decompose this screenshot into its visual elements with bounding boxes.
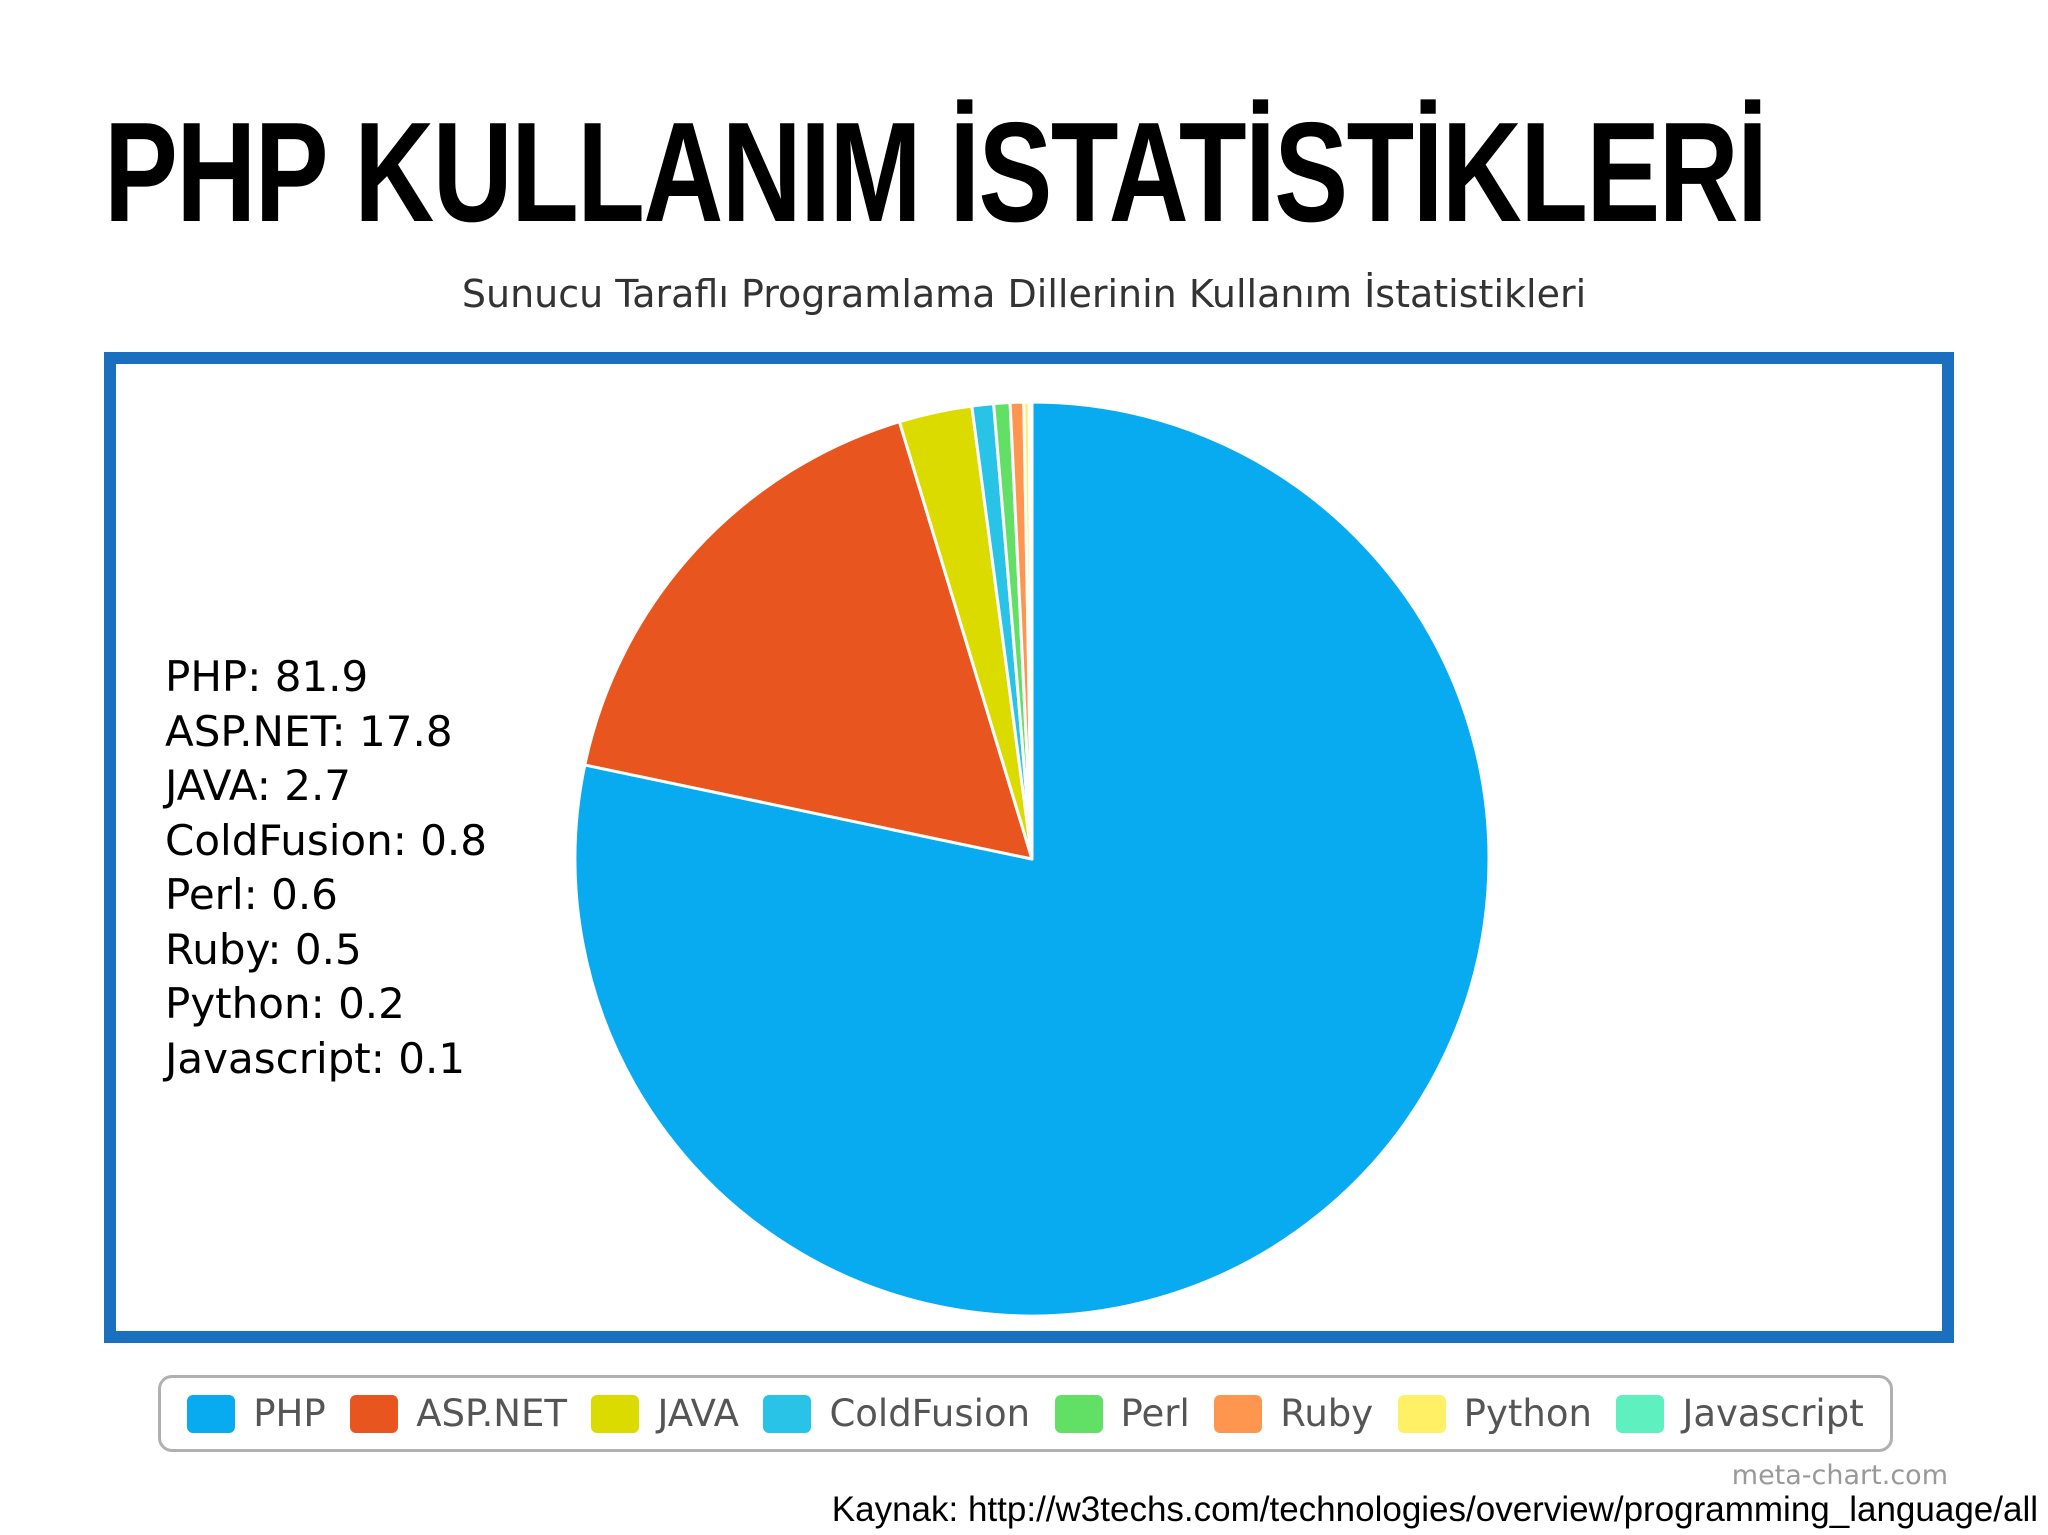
data-label-javascript: Javascript: 0.1 [165,1033,466,1083]
value-list: PHP: 81.9 ASP.NET: 17.8 JAVA: 2.7 ColdFusio… [165,650,487,1086]
legend-item-java: JAVA [591,1392,739,1435]
chart-title: Sunucu Taraflı Programlama Dillerinin Ku… [461,272,1587,316]
legend-swatch [1397,1394,1446,1433]
legend-label: JAVA [657,1392,739,1435]
data-label-asp-net: ASP.NET: 17.8 [165,706,453,756]
legend-item-php: PHP [187,1392,326,1435]
pie-slice-javascript [1027,400,1034,861]
legend-swatch [1616,1394,1665,1433]
legend-item-javascript: Javascript [1616,1392,1864,1435]
legend-item-perl: Perl [1054,1392,1190,1435]
data-label-perl: Perl: 0.6 [165,870,338,919]
legend-label: Javascript [1682,1392,1864,1435]
chart-legend: PHP ASP.NET JAVA ColdFusion Perl Ruby Python Ja… [158,1375,1893,1452]
legend-item-python: Python [1397,1392,1592,1435]
legend-swatch [591,1394,640,1433]
legend-label: Python [1463,1392,1592,1435]
legend-item-asp-net: ASP.NET [350,1392,567,1435]
data-label-ruby: Ruby: 0.5 [165,924,362,974]
pie-chart [573,400,1491,1318]
legend-swatch [1214,1394,1263,1433]
legend-swatch [350,1394,399,1433]
slide-title: PHP KULLANIM İSTATİSTİKLERİ [104,93,1768,252]
legend-swatch [1054,1394,1103,1433]
pie-slice-asp-net [583,420,1034,861]
legend-label: Perl [1120,1392,1190,1435]
data-label-java: JAVA: 2.7 [165,761,352,810]
chart-frame [104,352,1954,1343]
legend-label: Ruby [1280,1392,1374,1435]
data-label-python: Python: 0.2 [165,979,405,1028]
legend-item-coldfusion: ColdFusion [763,1392,1030,1435]
source-text: Kaynak: http://w3techs.com/technologies/… [831,1490,2038,1529]
legend-swatch [187,1394,236,1433]
watermark: meta-chart.com [1731,1460,1948,1491]
legend-item-ruby: Ruby [1214,1392,1373,1435]
legend-label: PHP [253,1392,326,1435]
legend-swatch [763,1394,812,1433]
data-label-coldfusion: ColdFusion: 0.8 [165,815,487,865]
legend-label: ASP.NET [416,1392,567,1435]
data-label-php: PHP: 81.9 [165,652,369,701]
legend-label: ColdFusion [829,1392,1031,1435]
